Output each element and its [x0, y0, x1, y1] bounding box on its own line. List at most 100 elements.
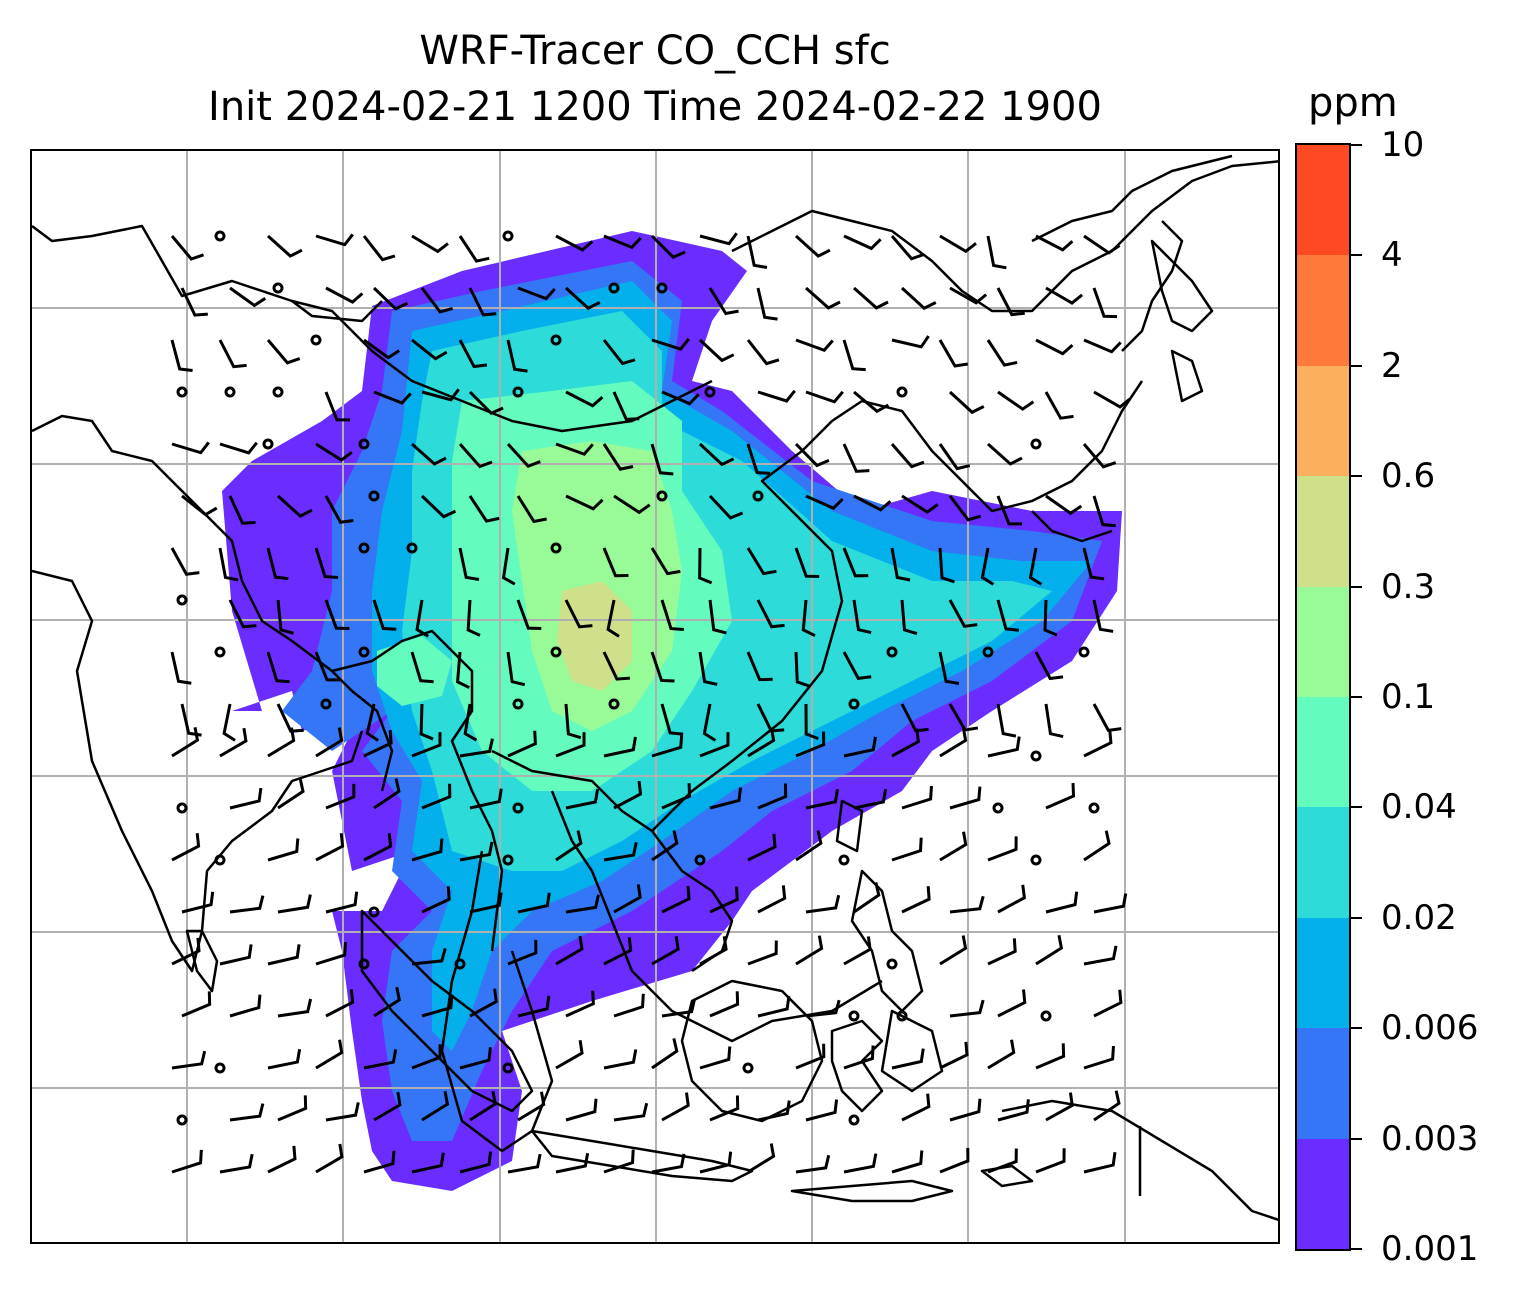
wind-barb [805, 999, 841, 1018]
wind-barb [661, 885, 691, 914]
wind-barb [421, 994, 454, 1018]
wind-barb [843, 1153, 878, 1174]
calm-wind-marker [262, 438, 274, 450]
colorbar-tick-label: 0.3 [1381, 566, 1436, 607]
wind-barb [229, 994, 262, 1018]
calm-wind-marker [502, 854, 514, 866]
colorbar-segment [1297, 696, 1349, 808]
wind-barb [795, 935, 824, 966]
wind-barb [325, 1102, 360, 1122]
wind-barb [419, 703, 434, 741]
wind-barb [853, 390, 890, 414]
wind-barb [325, 891, 359, 914]
calm-wind-marker [742, 1062, 754, 1074]
wind-barb [277, 778, 305, 810]
wind-barb [468, 390, 504, 416]
wind-barb [795, 338, 834, 353]
wind-barb [939, 234, 977, 254]
wind-barb [564, 599, 593, 629]
calm-wind-marker [214, 646, 226, 658]
calm-wind-marker [982, 646, 994, 658]
wind-barb [795, 1043, 826, 1070]
wind-barb [987, 1039, 1016, 1070]
wind-barb [939, 935, 968, 966]
colorbar-segment [1297, 254, 1349, 366]
wind-barb [181, 891, 215, 914]
wind-barb [1045, 1092, 1074, 1122]
wind-barb [939, 831, 968, 862]
wind-barb [613, 884, 642, 914]
wind-barb [987, 442, 1023, 466]
wind-barb [709, 886, 739, 914]
wind-barb [746, 547, 777, 576]
wind-barb [612, 391, 640, 421]
wind-barb [650, 547, 681, 576]
wind-barb [843, 736, 877, 758]
wind-barb [805, 788, 840, 810]
wind-barb [603, 842, 638, 862]
wind-barb [842, 651, 872, 680]
wind-barb [1083, 1151, 1117, 1174]
wind-barb [171, 1050, 207, 1070]
wind-barb [949, 1098, 982, 1122]
wind-barb [555, 935, 584, 966]
wind-barb [373, 390, 412, 405]
colorbar-segment [1297, 1027, 1349, 1139]
wind-barb [469, 988, 498, 1018]
wind-barb [458, 443, 493, 469]
wind-barb [949, 999, 985, 1018]
wind-barb [891, 837, 923, 862]
calm-wind-marker [838, 854, 850, 866]
wind-barb [805, 286, 841, 310]
wind-barb [459, 738, 494, 758]
wind-barb [603, 1049, 638, 1070]
wind-barb [938, 651, 960, 686]
wind-barb [325, 286, 364, 304]
wind-barb [996, 287, 1025, 317]
wind-barb [709, 1095, 740, 1122]
map-title: WRF-Tracer CO_CCH sfc [419, 28, 891, 74]
calm-wind-marker [358, 958, 370, 970]
wind-barb [661, 998, 697, 1018]
wind-barb [1083, 234, 1121, 255]
wind-barb [507, 730, 537, 758]
calm-wind-marker [512, 386, 524, 398]
wind-barb [314, 547, 339, 579]
wind-barb [458, 339, 488, 369]
colorbar-tick-label: 4 [1381, 235, 1403, 276]
wind-barb [468, 287, 497, 317]
calm-wind-marker [176, 594, 188, 606]
wind-barb [171, 833, 201, 862]
calm-wind-marker [848, 1010, 860, 1022]
calm-wind-marker [608, 698, 620, 710]
plume-level-5b [377, 636, 452, 706]
wind-barb [266, 234, 303, 258]
wind-barb [315, 1143, 344, 1174]
wind-barb [411, 1044, 442, 1070]
wind-barb [565, 990, 595, 1018]
calm-wind-marker [896, 1010, 908, 1022]
calm-wind-marker [886, 646, 898, 658]
wind-barb [276, 599, 294, 635]
wind-barb [411, 947, 447, 966]
wind-barb [651, 338, 690, 351]
calm-wind-marker [214, 230, 226, 242]
calm-wind-marker [896, 386, 908, 398]
wind-barb [410, 651, 434, 684]
wind-barb [795, 830, 823, 862]
wind-barb [363, 730, 393, 758]
wind-barb [1045, 286, 1084, 305]
wind-barb [555, 1152, 590, 1174]
wind-barb [222, 703, 236, 742]
wind-barb [853, 494, 892, 512]
wind-barb [747, 833, 777, 862]
wind-barb [996, 703, 1017, 738]
wind-barb [939, 727, 968, 758]
wind-barb [661, 783, 692, 810]
wind-barb [939, 1147, 970, 1174]
wind-barb [181, 991, 212, 1018]
calm-wind-marker [176, 386, 188, 398]
wind-barb [171, 937, 201, 966]
wind-barb [948, 390, 985, 415]
wind-barb [181, 494, 218, 517]
